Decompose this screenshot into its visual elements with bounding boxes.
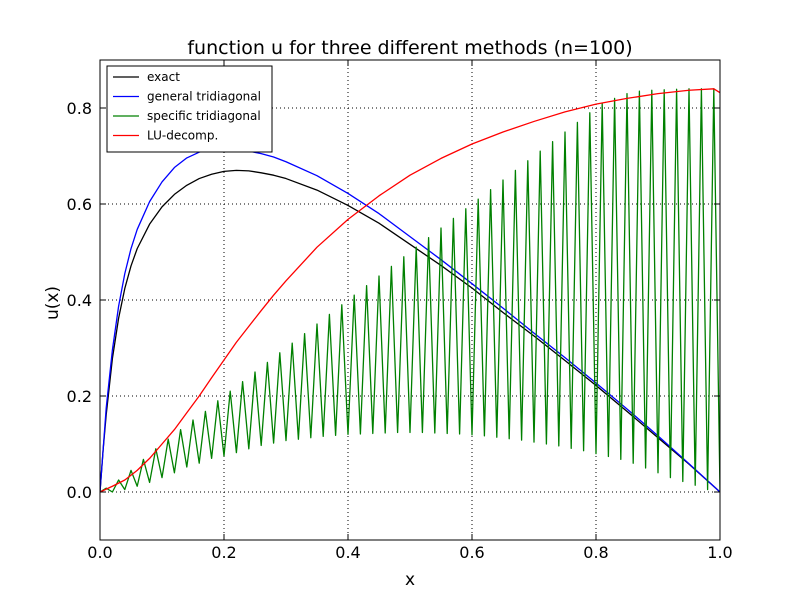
x-tick-label: 0.8 (583, 543, 608, 562)
legend-box (106, 65, 273, 153)
series-line-specific-tridiagonal (100, 88, 720, 493)
legend-label: LU-decomp. (147, 129, 218, 143)
series-line-general-tridiagonal (100, 148, 720, 493)
legend-label: specific tridiagonal (147, 109, 261, 123)
y-tick-label: 0.8 (67, 99, 92, 118)
y-tick-label: 0.4 (67, 291, 92, 310)
chart-title: function u for three different methods (… (187, 37, 632, 59)
legend-entry: exact (113, 70, 180, 84)
x-tick-label: 0.2 (211, 543, 236, 562)
series-lines (100, 88, 720, 493)
x-tick-label: 1.0 (707, 543, 732, 562)
legend-entry: LU-decomp. (113, 129, 218, 143)
y-tick-label: 0.2 (67, 387, 92, 406)
x-tick-label: 0.0 (87, 543, 112, 562)
x-axis-label: x (405, 570, 415, 590)
axis-ticks: 0.0 0.2 0.4 0.6 0.8 1.0 0.0 0.2 0.4 0.6 0.8 (67, 60, 733, 562)
y-tick-label: 0.6 (67, 195, 92, 214)
x-tick-label: 0.6 (459, 543, 484, 562)
legend: exact general tridiagonal specific tridiag… (106, 65, 273, 153)
legend-label: general tridiagonal (147, 90, 261, 104)
y-tick-label: 0.0 (67, 483, 92, 502)
series-line-lu-decomp (100, 88, 720, 493)
y-axis-label: u(x) (43, 286, 63, 320)
legend-entry: specific tridiagonal (113, 109, 261, 123)
series-line-exact (100, 169, 720, 493)
legend-label: exact (147, 70, 180, 84)
legend-entry: general tridiagonal (113, 90, 261, 104)
x-tick-label: 0.4 (335, 543, 360, 562)
